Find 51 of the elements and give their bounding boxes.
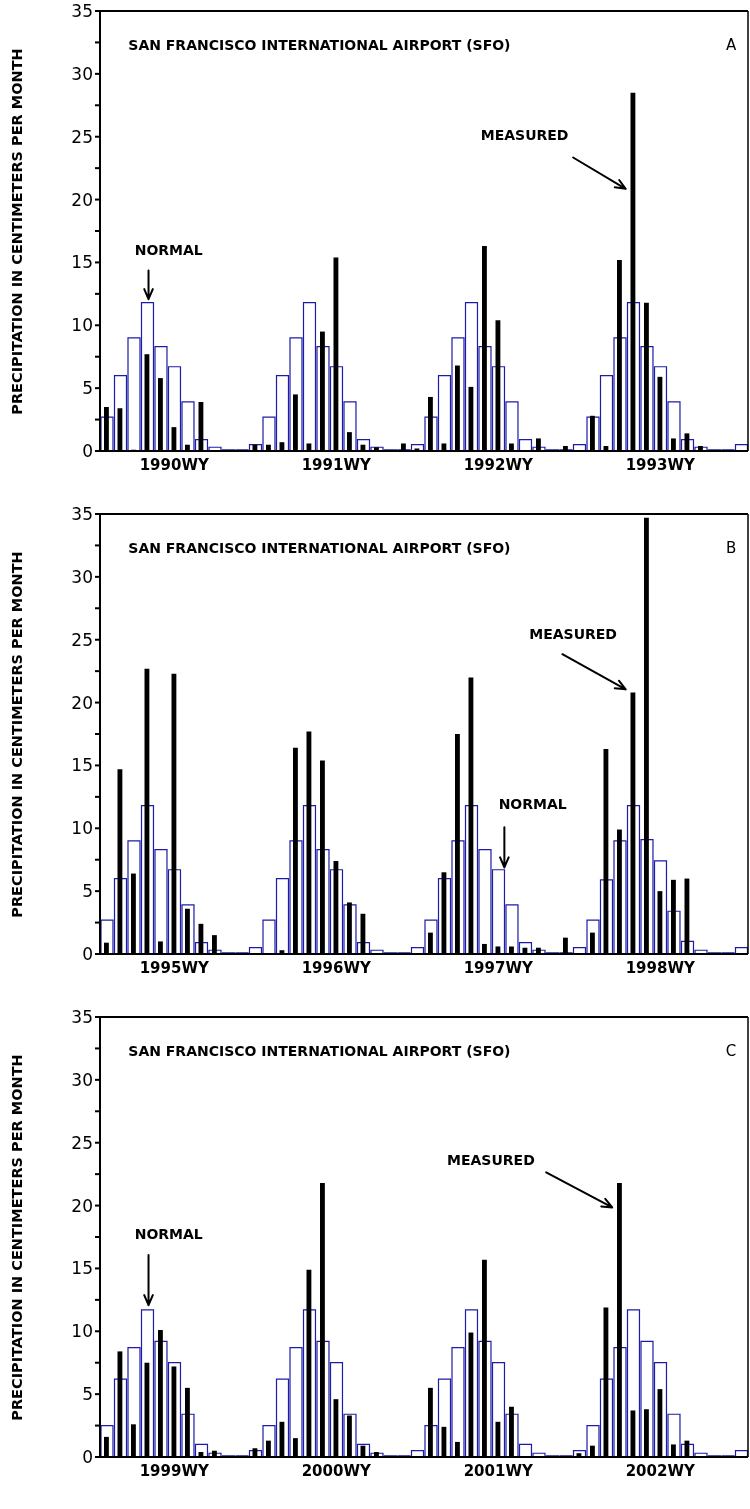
y-tick-label: 0 (82, 441, 93, 462)
text: MEASURED (480, 126, 569, 143)
y-tick-label: 5 (82, 378, 93, 399)
x-tick-label: 1995WY (139, 958, 210, 977)
annotation: C (725, 1041, 737, 1060)
text: SAN FRANCISCO INTERNATIONAL AIRPORT (SFO) (128, 539, 511, 556)
annotation: A (725, 35, 737, 54)
x-tick-label: 2000WY (301, 1461, 372, 1480)
x-tick-label: 1996WY (301, 958, 372, 977)
y-tick-label: 20 (71, 189, 93, 210)
y-tick-label: 10 (71, 1321, 93, 1342)
y-tick-label: 0 (82, 1447, 93, 1468)
text: NORMAL (134, 1225, 203, 1242)
x-tick-label: 1991WY (301, 455, 372, 474)
y-tick-label: 20 (71, 1195, 93, 1216)
y-tick-label: 5 (82, 1384, 93, 1405)
y-tick-label: 15 (71, 1258, 93, 1279)
y-tick-label: 35 (71, 504, 93, 525)
text: SAN FRANCISCO INTERNATIONAL AIRPORT (SFO) (128, 36, 511, 53)
y-tick-label: 35 (71, 1007, 93, 1028)
y-tick-label: 25 (71, 629, 93, 650)
y-tick-label: 10 (71, 315, 93, 336)
x-tick-label: 1999WY (139, 1461, 210, 1480)
y-tick-label: 30 (71, 63, 93, 84)
x-tick-label: 1998WY (625, 958, 696, 977)
series-label: NORMAL (498, 795, 567, 812)
y-axis-title: PRECIPITATION IN CENTIMETERS PER MONTH (9, 551, 25, 918)
x-tick-label: 2001WY (463, 1461, 534, 1480)
y-tick-label: 30 (71, 1069, 93, 1090)
text: MEASURED (447, 1151, 535, 1168)
y-tick-label: 5 (82, 881, 93, 902)
y-tick-label: 30 (71, 566, 93, 587)
y-tick-label: 15 (71, 755, 93, 776)
y-tick-label: 15 (71, 252, 93, 273)
x-tick-label: 1992WY (463, 455, 534, 474)
x-tick-label: 2002WY (625, 1461, 696, 1480)
x-tick-label: 1990WY (139, 455, 210, 474)
y-axis-title: PRECIPITATION IN CENTIMETERS PER MONTH (9, 48, 25, 415)
y-tick-label: 10 (71, 818, 93, 839)
y-tick-label: 35 (71, 1, 93, 22)
y-tick-label: 25 (71, 1132, 93, 1153)
text: NORMAL (134, 242, 203, 259)
x-tick-label: 1993WY (625, 455, 696, 474)
y-axis-title: PRECIPITATION IN CENTIMETERS PER MONTH (9, 1054, 25, 1421)
series-label: MEASURED (529, 626, 617, 643)
y-tick-label: 25 (71, 126, 93, 147)
annotation: B (725, 538, 737, 557)
text: SAN FRANCISCO INTERNATIONAL AIRPORT (SFO) (128, 1042, 511, 1059)
y-tick-label: 0 (82, 944, 93, 965)
y-tick-label: 20 (71, 692, 93, 713)
x-tick-label: 1997WY (463, 958, 534, 977)
